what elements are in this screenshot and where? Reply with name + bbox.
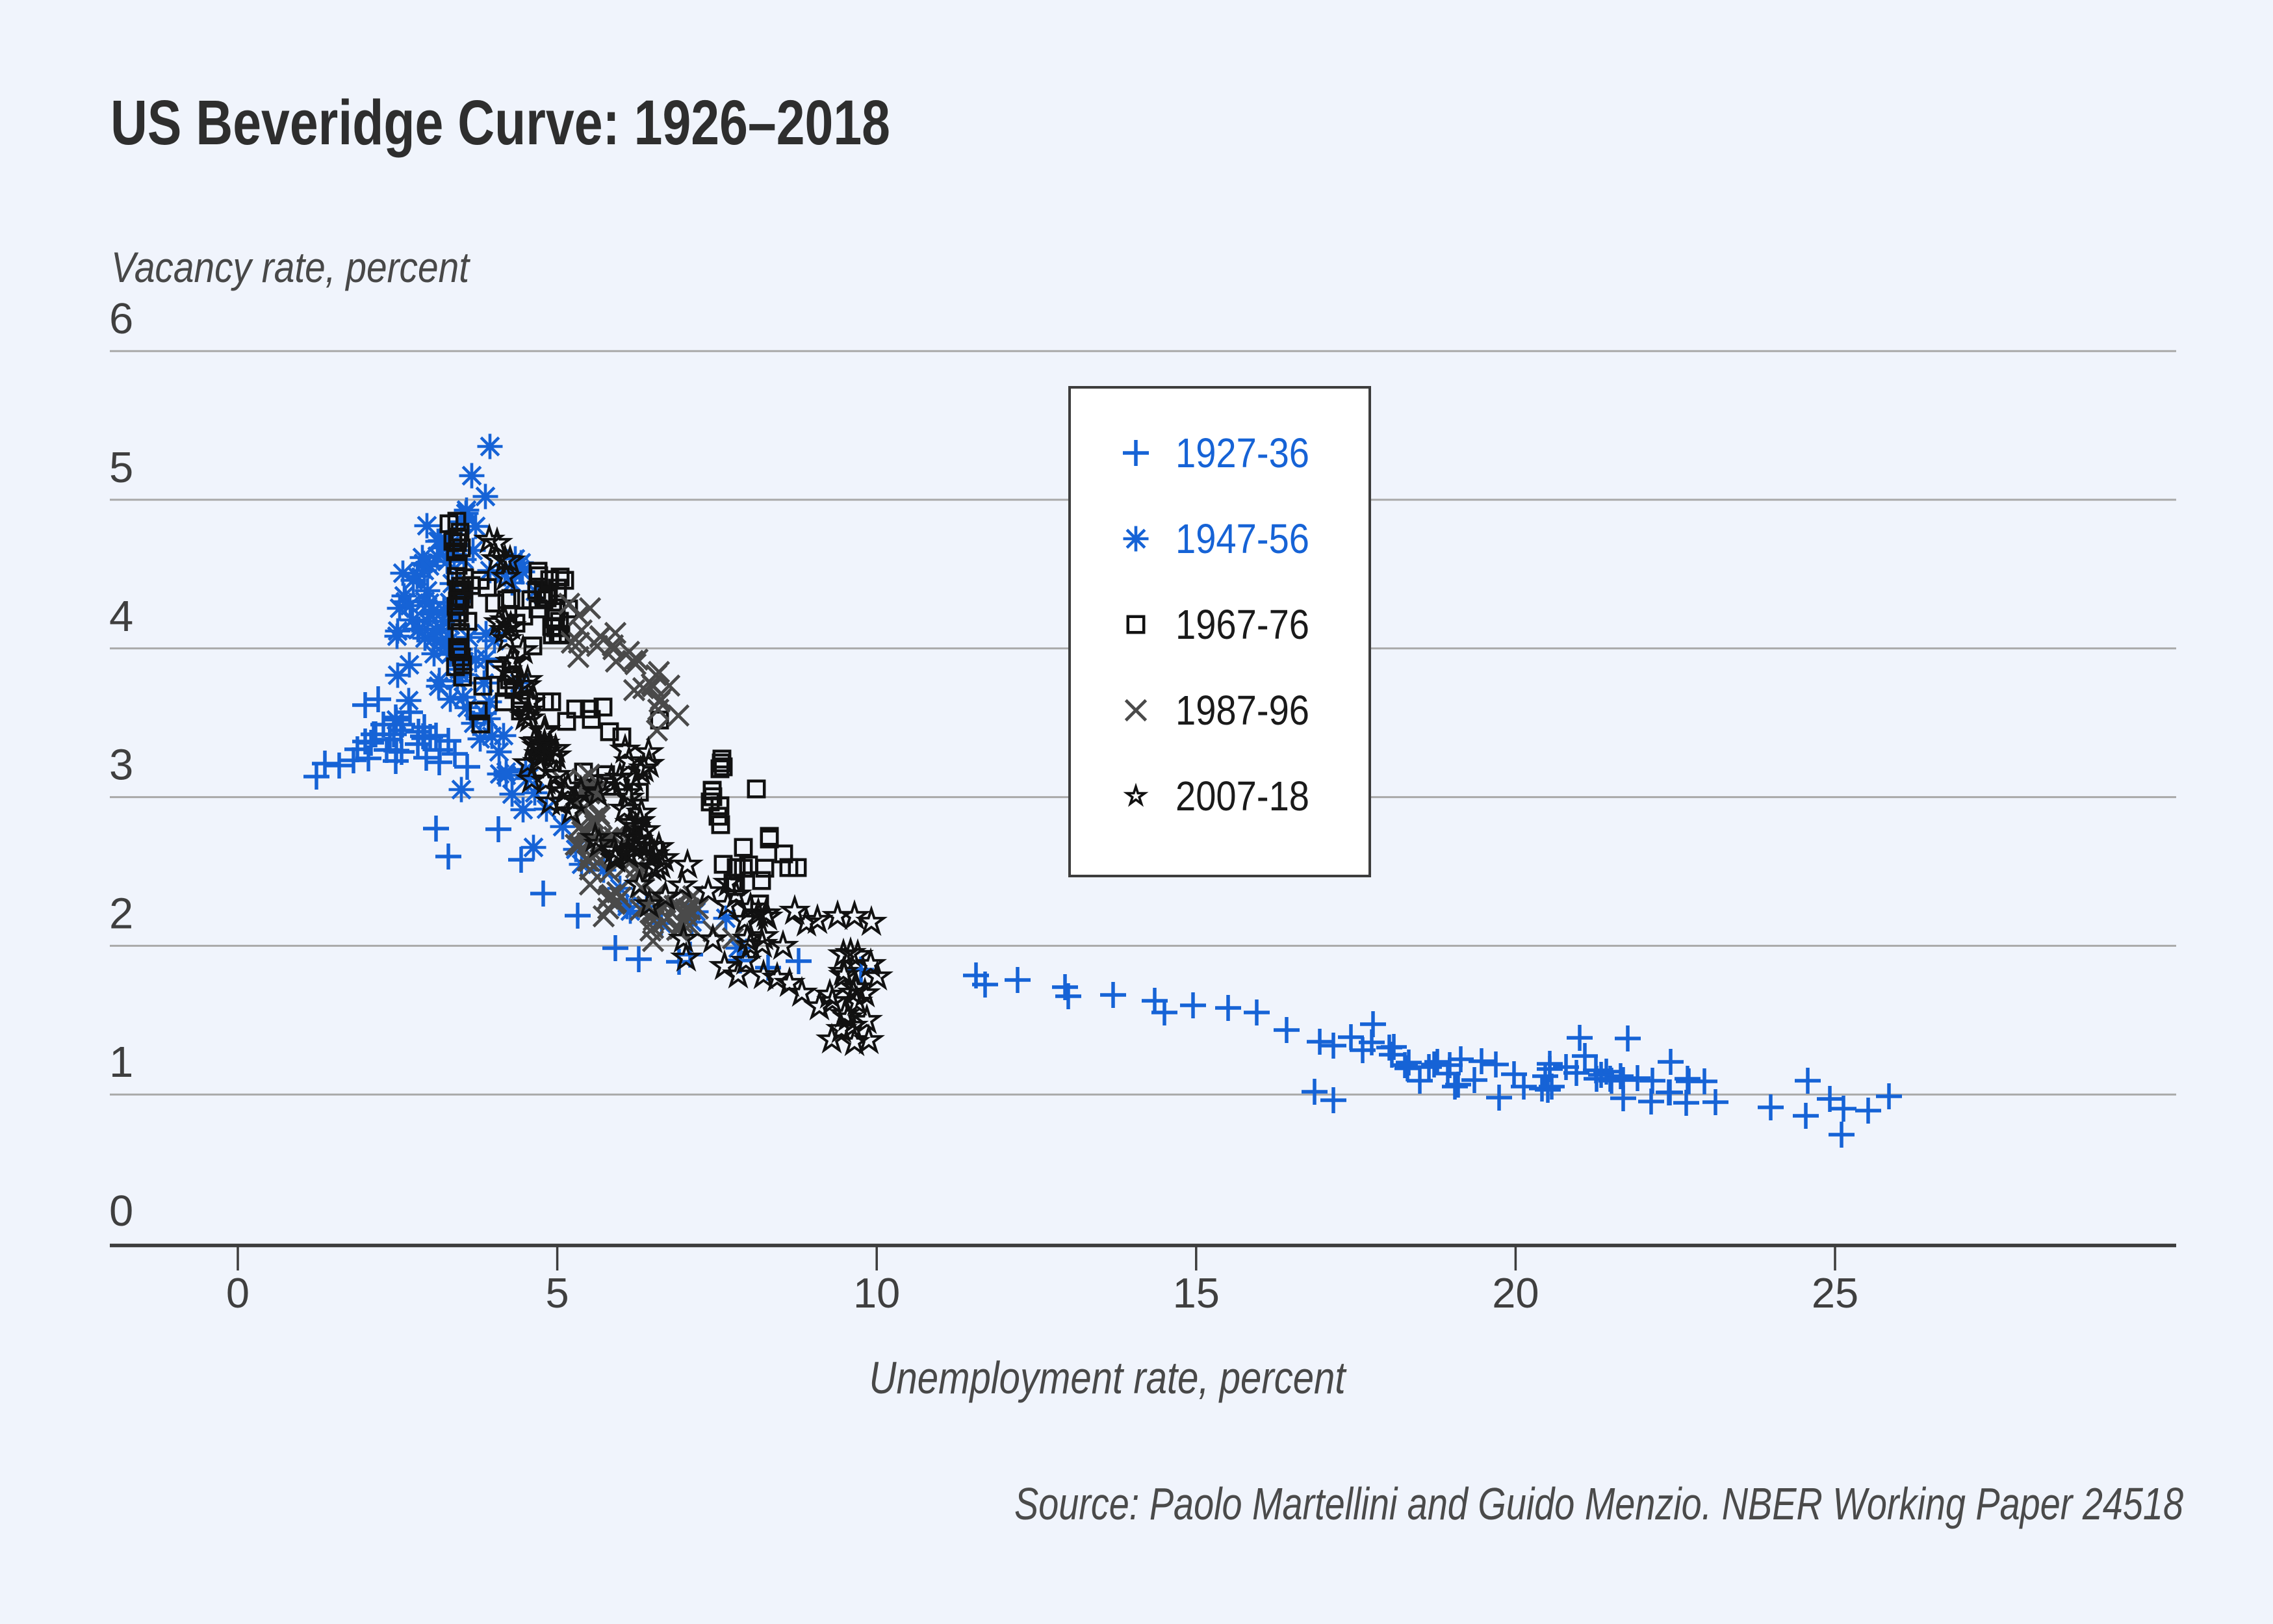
svg-text:25: 25 <box>1812 1269 1858 1317</box>
svg-text:0: 0 <box>109 1187 133 1235</box>
svg-text:2: 2 <box>109 889 133 938</box>
svg-text:US Beveridge Curve: 1926–2018: US Beveridge Curve: 1926–2018 <box>110 87 890 158</box>
svg-text:15: 15 <box>1173 1269 1220 1317</box>
svg-text:5: 5 <box>109 443 133 492</box>
svg-text:Unemployment rate, percent: Unemployment rate, percent <box>869 1352 1347 1403</box>
svg-text:3: 3 <box>109 741 133 790</box>
svg-text:6: 6 <box>109 294 133 343</box>
svg-text:1927-36: 1927-36 <box>1175 430 1309 476</box>
svg-text:1987-96: 1987-96 <box>1175 687 1309 734</box>
svg-text:Vacancy rate, percent: Vacancy rate, percent <box>111 243 470 291</box>
svg-text:1947-56: 1947-56 <box>1175 515 1309 562</box>
svg-text:20: 20 <box>1492 1269 1539 1317</box>
svg-text:10: 10 <box>853 1269 900 1317</box>
svg-text:1967-76: 1967-76 <box>1175 601 1309 648</box>
svg-text:5: 5 <box>546 1269 569 1317</box>
svg-text:2007-18: 2007-18 <box>1175 773 1309 819</box>
svg-text:1: 1 <box>109 1038 133 1087</box>
svg-text:0: 0 <box>226 1269 250 1317</box>
svg-text:Source: Paolo Martellini and G: Source: Paolo Martellini and Guido Menzi… <box>1014 1478 2183 1529</box>
svg-text:4: 4 <box>109 592 133 641</box>
